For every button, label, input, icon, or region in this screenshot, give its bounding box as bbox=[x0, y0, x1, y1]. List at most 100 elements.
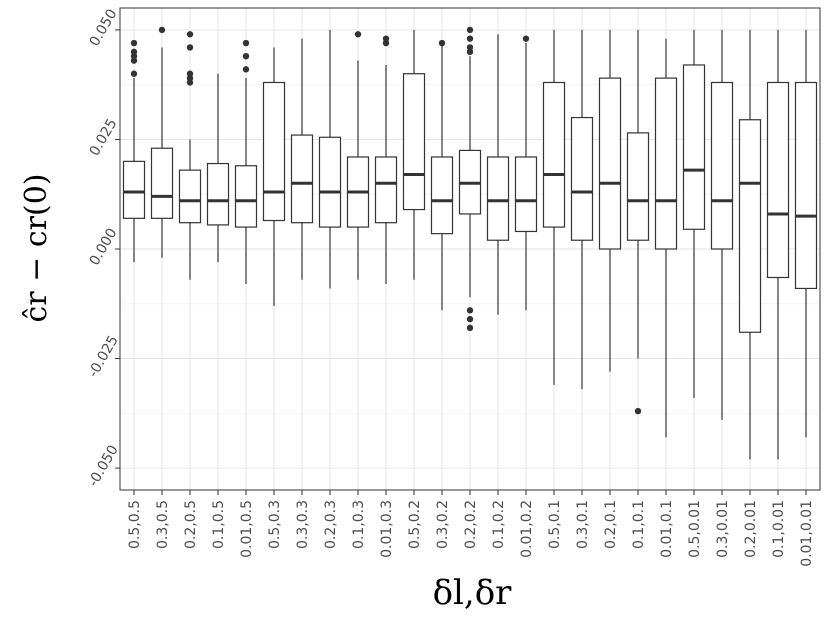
outlier-point bbox=[186, 74, 194, 82]
iqr-box bbox=[682, 64, 706, 230]
outlier-point bbox=[466, 315, 474, 323]
iqr-box bbox=[570, 116, 594, 241]
box-0.3,0.3 bbox=[290, 38, 314, 280]
outlier-point bbox=[130, 48, 138, 56]
iqr-box bbox=[178, 169, 202, 224]
iqr-box bbox=[290, 134, 314, 224]
outlier-point bbox=[466, 26, 474, 34]
x-tick-label: 0.2,0.3 bbox=[323, 500, 339, 549]
y-tick-label: 0.025 bbox=[87, 116, 121, 159]
x-axis-title: δl,δr bbox=[433, 573, 513, 613]
box-0.2,0.01 bbox=[738, 29, 762, 460]
y-tick-label: 0.000 bbox=[87, 226, 121, 269]
y-tick-label: -0.050 bbox=[85, 443, 121, 490]
x-tick-label: 0.01,0.5 bbox=[239, 500, 255, 558]
box-0.1,0.1 bbox=[626, 29, 650, 415]
iqr-box bbox=[150, 147, 174, 219]
y-tick-label: 0.050 bbox=[87, 7, 121, 50]
x-tick-label: 0.3,0.3 bbox=[295, 500, 311, 549]
outlier-point bbox=[130, 57, 138, 64]
box-0.5,0.01 bbox=[682, 29, 706, 398]
outlier-point bbox=[382, 39, 390, 47]
box-0.3,0.5 bbox=[150, 26, 174, 258]
y-axis-title-text: ĉr − cr(0) bbox=[19, 174, 54, 323]
iqr-box bbox=[374, 156, 398, 224]
box-0.1,0.5 bbox=[206, 73, 230, 263]
x-tick-label: 0.1,0.1 bbox=[631, 500, 647, 549]
x-tick-label: 0.01,0.2 bbox=[519, 500, 535, 558]
box-0.2,0.5 bbox=[178, 31, 202, 280]
iqr-box bbox=[486, 156, 510, 241]
x-tick-label: 0.1,0.2 bbox=[491, 500, 507, 549]
x-tick-label: 0.3,0.5 bbox=[155, 500, 171, 549]
iqr-box bbox=[122, 160, 146, 219]
x-tick-label: 0.2,0.01 bbox=[743, 500, 759, 558]
outlier-point bbox=[466, 48, 474, 56]
iqr-box bbox=[626, 132, 650, 241]
x-tick-label: 0.3,0.1 bbox=[575, 500, 591, 549]
iqr-box bbox=[766, 81, 790, 279]
iqr-box bbox=[402, 73, 426, 211]
outlier-point bbox=[466, 35, 474, 42]
x-tick-label: 0.5,0.2 bbox=[407, 500, 423, 549]
x-tick-label: 0.2,0.2 bbox=[463, 500, 479, 549]
x-tick-label: 0.3,0.2 bbox=[435, 500, 451, 549]
box-0.01,0.1 bbox=[654, 38, 678, 438]
iqr-box bbox=[514, 156, 538, 233]
x-tick-label: 0.01,0.01 bbox=[799, 500, 815, 567]
box-0.2,0.3 bbox=[318, 29, 342, 289]
box-0.1,0.01 bbox=[766, 29, 790, 460]
box-0.3,0.01 bbox=[710, 29, 734, 420]
outlier-point bbox=[382, 35, 390, 42]
x-tick-label: 0.5,0.3 bbox=[267, 500, 283, 549]
box-0.01,0.3 bbox=[374, 35, 398, 285]
iqr-box bbox=[710, 81, 734, 250]
box-0.5,0.1 bbox=[542, 29, 566, 385]
outlier-point bbox=[522, 35, 530, 42]
outlier-point bbox=[186, 70, 194, 77]
y-tick-label: -0.025 bbox=[85, 333, 121, 380]
outlier-point bbox=[466, 44, 474, 51]
iqr-box bbox=[794, 81, 818, 290]
box-0.5,0.3 bbox=[262, 47, 286, 306]
x-tick-label: 0.5,0.1 bbox=[547, 500, 563, 549]
x-axis: 0.5,0.5 0.3,0.5 0.2,0.5 0.1,0.5 0.01,0.5 0.5,… bbox=[127, 490, 815, 567]
x-tick-label: 0.1,0.01 bbox=[771, 500, 787, 558]
x-tick-label: 0.01,0.1 bbox=[659, 500, 675, 558]
box-0.01,0.2 bbox=[514, 35, 538, 311]
outlier-point bbox=[186, 31, 194, 38]
box-0.1,0.2 bbox=[486, 34, 510, 315]
x-tick-label: 0.01,0.3 bbox=[379, 500, 395, 558]
y-axis: -0.050 -0.025 0.000 0.025 0.050 bbox=[85, 7, 121, 490]
outlier-point bbox=[130, 53, 138, 60]
boxes bbox=[122, 26, 818, 460]
box-0.2,0.1 bbox=[598, 29, 622, 372]
box-0.01,0.01 bbox=[794, 29, 818, 438]
iqr-box bbox=[598, 77, 622, 250]
iqr-box bbox=[430, 156, 454, 235]
box-0.3,0.1 bbox=[570, 29, 594, 390]
outlier-point bbox=[466, 324, 474, 332]
iqr-box bbox=[318, 136, 342, 228]
outlier-point bbox=[466, 307, 474, 314]
outlier-point bbox=[186, 44, 194, 51]
box-0.3,0.2 bbox=[430, 39, 454, 311]
outlier-point bbox=[130, 70, 138, 77]
iqr-box bbox=[654, 77, 678, 250]
outlier-point bbox=[438, 39, 446, 47]
x-axis-title-text: δl,δr bbox=[433, 573, 513, 613]
iqr-box bbox=[262, 81, 286, 222]
x-tick-label: 0.3,0.01 bbox=[715, 500, 731, 558]
iqr-box bbox=[542, 81, 566, 228]
x-tick-label: 0.5,0.01 bbox=[687, 500, 703, 558]
outlier-point bbox=[242, 53, 250, 60]
x-tick-label: 0.1,0.3 bbox=[351, 500, 367, 549]
outlier-point bbox=[130, 39, 138, 47]
x-tick-label: 0.5,0.5 bbox=[127, 500, 143, 549]
box-0.5,0.5 bbox=[122, 39, 146, 263]
iqr-box bbox=[206, 162, 230, 226]
x-tick-label: 0.2,0.1 bbox=[603, 500, 619, 549]
outlier-point bbox=[242, 66, 250, 73]
x-tick-label: 0.1,0.5 bbox=[211, 500, 227, 549]
